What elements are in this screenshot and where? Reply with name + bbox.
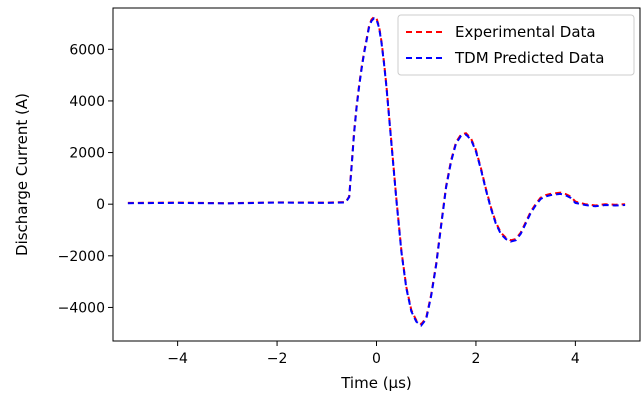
y-axis-ticks: −4000 −2000 0 2000 4000 6000 [58, 42, 113, 316]
x-axis-label: Time (µs) [340, 374, 412, 392]
x-tick-label: −4 [167, 351, 188, 367]
legend-label-experimental: Experimental Data [455, 23, 596, 41]
y-tick-label: −2000 [58, 249, 105, 265]
x-tick-label: 0 [372, 351, 381, 367]
y-tick-label: 4000 [69, 94, 105, 110]
x-axis-ticks: −4 −2 0 2 4 [167, 341, 580, 367]
y-tick-label: −4000 [58, 300, 105, 316]
series-layer [127, 15, 626, 327]
x-tick-label: 2 [471, 351, 480, 367]
legend: Experimental Data TDM Predicted Data [397, 14, 635, 76]
x-tick-label: −2 [267, 351, 288, 367]
legend-label-predicted: TDM Predicted Data [454, 49, 604, 67]
x-tick-label: 4 [571, 351, 580, 367]
y-tick-label: 0 [96, 197, 105, 213]
legend-frame [397, 14, 635, 76]
y-axis-label: Discharge Current (A) [13, 93, 31, 256]
y-tick-label: 6000 [69, 42, 105, 58]
y-tick-label: 2000 [69, 146, 105, 162]
series-line-predicted [127, 17, 626, 327]
